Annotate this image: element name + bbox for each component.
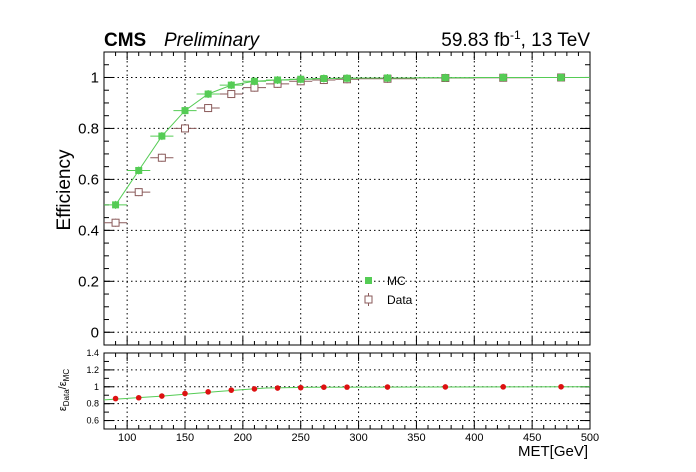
mc-point <box>344 75 351 82</box>
legend-entry-data: Data <box>365 293 413 307</box>
legend: MC Data <box>365 274 413 307</box>
lumi-exponent: -1 <box>510 28 521 42</box>
mc-point <box>205 91 212 98</box>
main-y-tick-label: 1 <box>91 69 99 86</box>
mc-point <box>112 201 119 208</box>
ratio-y-axis-title: εData/εMC <box>57 369 71 411</box>
ratio-point <box>344 384 350 390</box>
ratio-point <box>275 385 281 391</box>
mc-point <box>297 76 304 83</box>
ratio-ticks <box>104 353 590 429</box>
ratio-frame <box>104 353 590 429</box>
main-y-tick-label: 0.4 <box>78 222 99 239</box>
ratio-y-title-sub-mc: MC <box>62 369 71 382</box>
ratio-point <box>443 384 449 390</box>
ratio-y-tick-labels: 0.6 0.8 1 1.2 1.4 <box>86 348 99 426</box>
status-label: Preliminary <box>164 30 261 51</box>
ratio-point <box>182 391 188 397</box>
data-point <box>205 105 212 112</box>
ratio-grid <box>104 353 590 429</box>
ratio-y-tick-label: 0.6 <box>86 416 99 426</box>
ratio-point <box>136 395 142 401</box>
ratio-point <box>500 384 506 390</box>
ratio-x-tick-label: 250 <box>292 432 310 444</box>
ratio-point <box>558 384 564 390</box>
lumi-label: 59.83 fb-1, 13 TeV <box>441 28 590 51</box>
ratio-point <box>228 387 234 393</box>
data-point <box>228 91 235 98</box>
ratio-y-title-sep: /ε <box>57 381 69 389</box>
data-point <box>112 219 119 226</box>
ratio-x-tick-label: 300 <box>349 432 367 444</box>
ratio-x-tick-label: 400 <box>465 432 483 444</box>
main-ticks <box>104 52 590 345</box>
main-y-tick-label: 0.2 <box>78 273 99 290</box>
main-grid <box>104 52 590 345</box>
mc-curve <box>116 78 590 205</box>
ratio-y-tick-label: 0.8 <box>86 399 99 409</box>
legend-mc-marker <box>365 277 372 284</box>
mc-point <box>500 74 507 81</box>
ratio-y-tick-label: 1 <box>94 382 99 392</box>
data-point <box>135 189 142 196</box>
x-axis-title: MET[GeV] <box>518 443 588 460</box>
mc-point <box>251 78 258 85</box>
mc-point <box>228 82 235 89</box>
mc-point <box>135 167 142 174</box>
ratio-point <box>205 389 211 395</box>
legend-entry-mc: MC <box>365 274 406 288</box>
main-series <box>104 73 590 226</box>
experiment-label: CMS <box>104 30 146 51</box>
ratio-x-tick-label: 200 <box>234 432 252 444</box>
mc-point <box>320 75 327 82</box>
ratio-x-tick-label: 150 <box>176 432 194 444</box>
ratio-point <box>321 384 327 390</box>
ratio-x-tick-label: 350 <box>407 432 425 444</box>
main-frame <box>104 52 590 345</box>
lumi-value: 59.83 fb <box>441 30 510 51</box>
ratio-panel: 0.60.811.21.4 100 150 200 250 300 350 400 450 50… <box>57 348 599 460</box>
data-point <box>182 125 189 132</box>
main-y-tick-labels: 0 0.2 0.4 0.6 0.8 1 <box>78 69 99 341</box>
ratio-point <box>159 393 165 399</box>
main-y-tick-label: 0 <box>91 324 99 341</box>
ratio-y-tick-label: 1.2 <box>86 365 99 375</box>
main-y-axis-title: Efficiency <box>54 149 75 230</box>
mc-point <box>558 74 565 81</box>
main-panel: 0 0.2 0.4 0.6 0.8 1 Efficiency MC Data <box>54 52 590 345</box>
mc-point <box>182 107 189 114</box>
mc-point <box>384 74 391 81</box>
ratio-point <box>298 385 304 391</box>
ratio-x-tick-label: 100 <box>118 432 136 444</box>
main-y-tick-label: 0.6 <box>78 171 99 188</box>
legend-mc-label: MC <box>387 274 406 288</box>
main-y-tick-label: 0.8 <box>78 120 99 137</box>
ratio-point <box>252 386 258 392</box>
lumi-energy: , 13 TeV <box>521 30 591 51</box>
data-point <box>158 154 165 161</box>
mc-point <box>158 133 165 140</box>
ratio-point <box>113 396 119 402</box>
ratio-y-title-sub-data: Data <box>62 389 71 406</box>
ratio-y-tick-label: 1.4 <box>86 348 99 358</box>
legend-data-marker <box>365 296 372 303</box>
legend-data-label: Data <box>387 293 413 307</box>
ratio-point <box>385 384 391 390</box>
mc-point <box>274 77 281 84</box>
mc-point <box>442 74 449 81</box>
